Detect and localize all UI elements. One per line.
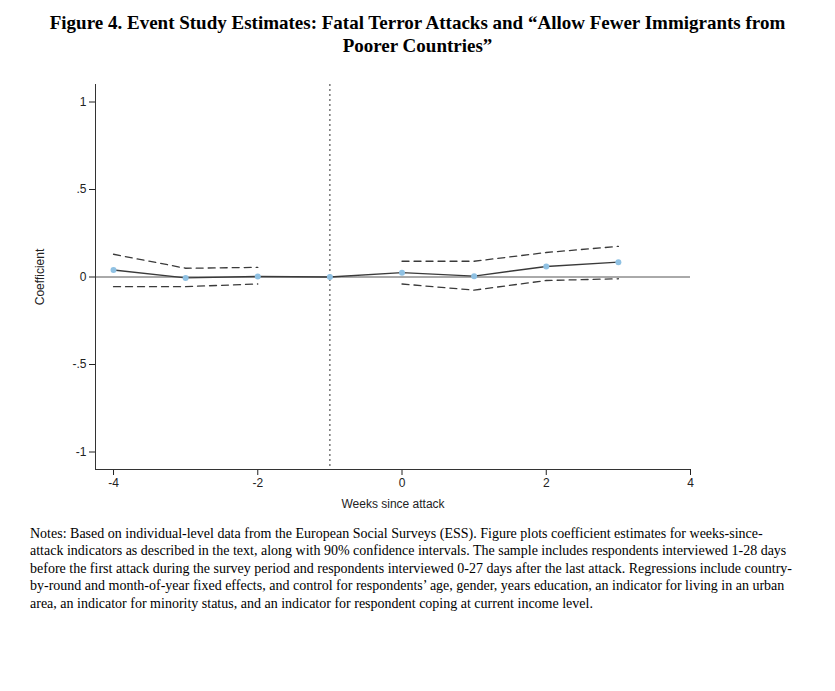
svg-text:0: 0: [80, 269, 87, 283]
svg-text:0: 0: [399, 476, 406, 490]
svg-text:-4: -4: [108, 476, 119, 490]
svg-text:-2: -2: [252, 476, 263, 490]
svg-text:-1: -1: [76, 444, 87, 458]
svg-text:.5: .5: [76, 182, 86, 196]
svg-text:-.5: -.5: [72, 357, 86, 371]
svg-text:Weeks since attack: Weeks since attack: [341, 496, 445, 510]
svg-text:Coefficient: Coefficient: [33, 248, 47, 305]
svg-text:4: 4: [687, 476, 694, 490]
svg-text:2: 2: [543, 476, 550, 490]
html-text:Notes: Based on individual-lev: Notes: Based on individual-level data fr…: [30, 525, 792, 611]
html-text:Figure 4. Event Study Estimate: Figure 4. Event Study Estimates: Fatal T…: [49, 12, 786, 56]
svg-text:1: 1: [80, 94, 87, 108]
